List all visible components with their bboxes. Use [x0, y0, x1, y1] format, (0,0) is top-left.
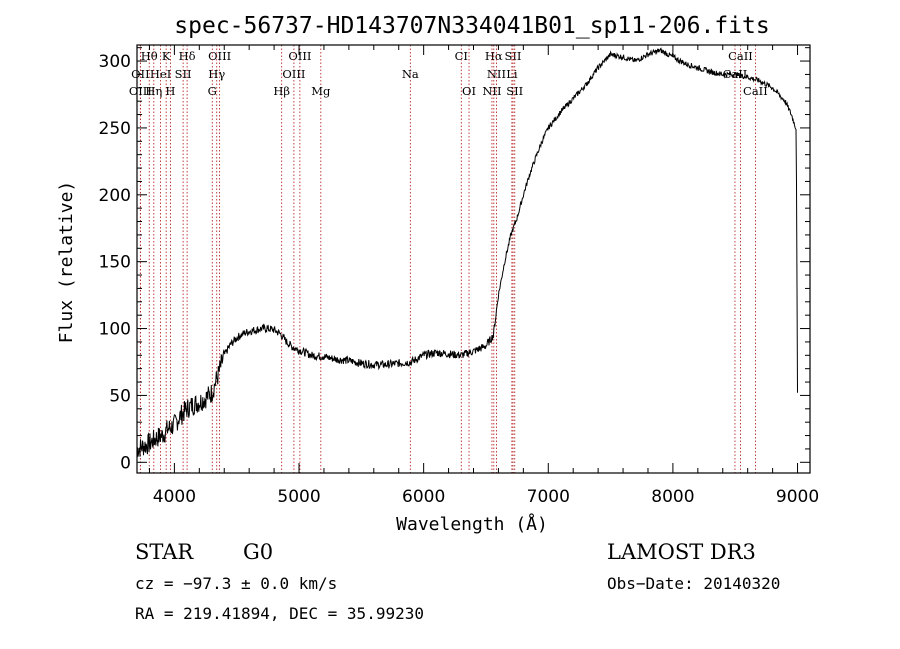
line-label: NII [487, 67, 506, 81]
x-tick-label: 6000 [402, 487, 445, 507]
line-label: CaII [723, 67, 748, 81]
line-label: Hγ [208, 67, 225, 81]
survey-name: LAMOST DR3 [607, 540, 756, 564]
x-tick-label: 7000 [527, 487, 570, 507]
x-tick-label: 8000 [651, 487, 694, 507]
line-label: HeI [150, 67, 171, 81]
object-subclass: G0 [243, 540, 274, 564]
line-label: Na [402, 67, 419, 81]
chart-title: spec-56737-HD143707N334041B01_sp11-206.f… [174, 13, 769, 39]
line-label: OIII [129, 84, 152, 98]
x-axis-label: Wavelength (Å) [396, 513, 548, 535]
line-label: Li [506, 67, 518, 81]
x-tick-label: 4000 [153, 487, 196, 507]
y-tick-label: 300 [99, 52, 131, 72]
line-label: OIII [208, 49, 231, 63]
line-label: H [165, 84, 175, 98]
line-label: SII [506, 84, 523, 98]
observation-date: Obs−Date: 20140320 [607, 574, 781, 593]
y-tick-label: 150 [99, 253, 131, 273]
line-label: SII [505, 49, 522, 63]
x-tick-label: 9000 [776, 487, 819, 507]
spectrum-line [136, 47, 798, 457]
line-label: CI [455, 49, 468, 63]
axis-ticks: 4000 5000 6000 7000 8000 9000 0 50 100 150 200 250 3… [99, 45, 819, 507]
line-label: Mg [311, 84, 331, 98]
line-label: CaII [728, 49, 753, 63]
line-label: OIII [288, 49, 311, 63]
plot-frame [136, 44, 811, 474]
y-tick-label: 100 [99, 320, 131, 340]
x-tick-label: 5000 [277, 487, 320, 507]
y-tick-label: 0 [120, 453, 131, 473]
line-label: Hα [485, 49, 503, 63]
line-label: Hη [145, 84, 162, 98]
line-label: K [162, 49, 171, 63]
y-tick-label: 250 [99, 119, 131, 139]
object-class: STAR [135, 540, 194, 564]
redshift-readout: cz = −97.3 ± 0.0 km/s [135, 574, 338, 593]
coordinates-readout: RA = 219.41894, DEC = 35.99230 [135, 604, 424, 623]
line-label: OIII [282, 67, 305, 81]
line-label: CaII [743, 84, 768, 98]
y-tick-label: 50 [109, 386, 131, 406]
line-label: Hβ [273, 84, 290, 98]
line-label: SII [175, 67, 192, 81]
spectrum-series [136, 47, 798, 457]
y-axis-label: Flux (relative) [56, 181, 77, 344]
line-label: Hδ [179, 49, 196, 63]
line-label: G [208, 84, 217, 98]
y-tick-label: 200 [99, 186, 131, 206]
line-label: OI [462, 84, 476, 98]
line-label: NII [482, 84, 501, 98]
